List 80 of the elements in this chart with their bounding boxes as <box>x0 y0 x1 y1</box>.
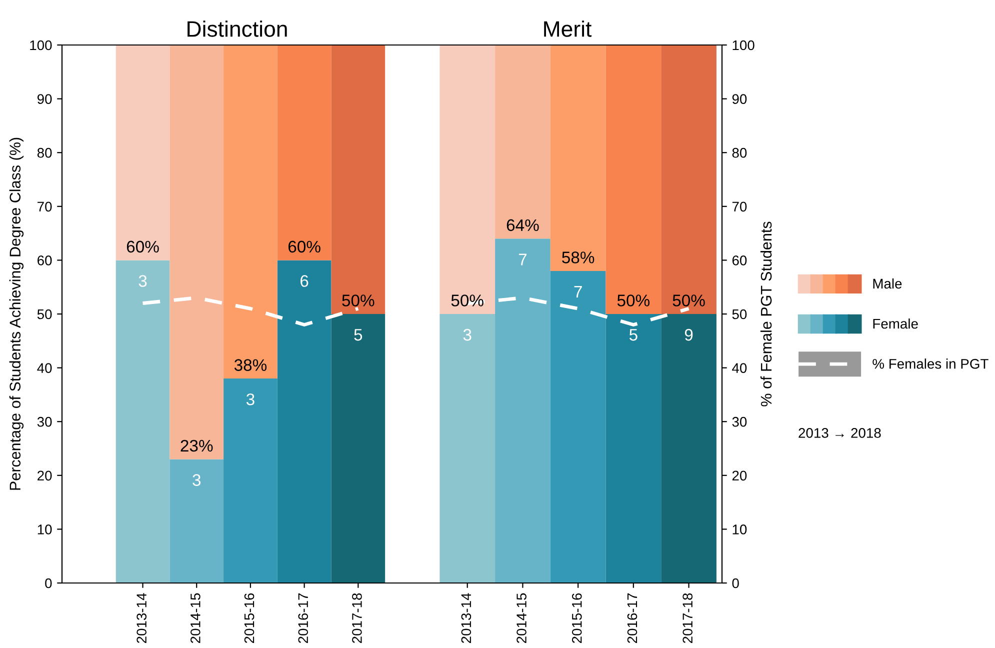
data-label: 50% <box>617 294 650 306</box>
bar <box>661 45 716 314</box>
y-tick-label: 40 <box>37 363 52 373</box>
y-tick-label: 10 <box>38 524 52 534</box>
bar <box>116 260 170 583</box>
bar <box>224 45 278 379</box>
y-tick-label: 70 <box>38 202 52 212</box>
bar <box>606 314 662 583</box>
bar <box>550 270 606 583</box>
chart-title: Distinction <box>188 20 287 37</box>
bar <box>495 45 550 239</box>
y-tick-label: 80 <box>732 148 747 158</box>
y-tick-label: 0 <box>45 578 52 588</box>
data-label: 58% <box>562 252 594 264</box>
x-tick-label: 2017-18 <box>682 593 693 643</box>
y-axis-title: Percentage of Students Achieving Degree Class (%) <box>9 138 24 490</box>
data-label: 60% <box>126 240 159 253</box>
chart-title: Merit <box>544 20 592 37</box>
y-tick-label: 40 <box>732 363 747 373</box>
y-tick-label: 20 <box>732 470 747 481</box>
text: 2013 → 2018 <box>798 428 881 438</box>
bar <box>331 45 386 314</box>
x-tick-label: 2013-14 <box>461 593 472 643</box>
y-tick-label: 90 <box>732 94 747 104</box>
y-axis-title: % of Female PGT Students <box>760 222 772 406</box>
annotation: 3 <box>138 275 147 287</box>
bar <box>277 45 332 260</box>
annotation: 6 <box>300 275 308 287</box>
y-tick-label: 70 <box>732 202 747 212</box>
y-tick-label: 50 <box>37 309 52 320</box>
x-tick-label: 2016-17 <box>298 593 308 643</box>
x-tick-label: 2014-15 <box>190 593 200 643</box>
legend-label: Male <box>873 278 902 289</box>
bar <box>440 314 496 583</box>
x-tick-label: 2016-17 <box>627 593 638 643</box>
x-tick-label: 2014-15 <box>516 593 526 643</box>
y-tick-label: 60 <box>732 256 747 266</box>
y-tick-label: 30 <box>37 416 52 427</box>
data-label: 50% <box>451 294 484 306</box>
bar <box>661 314 716 583</box>
annotation: 3 <box>192 474 201 486</box>
bar <box>550 45 606 271</box>
legend-label: % Females in PGT <box>872 358 988 369</box>
bar <box>116 45 170 260</box>
y-tick-label: 80 <box>37 148 52 158</box>
y-tick-label: 20 <box>38 470 52 481</box>
y-tick-label: 10 <box>732 524 747 534</box>
annotation: 3 <box>463 328 472 341</box>
annotation: 7 <box>518 254 527 266</box>
bar <box>440 45 496 314</box>
y-tick-label: 100 <box>732 40 754 50</box>
data-label: 50% <box>342 294 374 306</box>
bar <box>170 45 224 460</box>
bar <box>495 238 550 583</box>
annotation: 7 <box>574 286 582 298</box>
x-tick-label: 2013-14 <box>136 593 146 643</box>
bar <box>606 45 662 314</box>
bar <box>277 260 332 583</box>
x-tick-label: 2015-16 <box>572 593 582 643</box>
x-tick-label: 2017-18 <box>352 593 362 643</box>
bar <box>170 459 224 583</box>
annotation: 3 <box>246 393 254 406</box>
data-label: 50% <box>672 294 705 306</box>
x-tick-label: 2015-16 <box>244 593 254 643</box>
bar <box>331 314 386 583</box>
y-tick-label: 60 <box>38 256 52 266</box>
annotation: 5 <box>629 329 638 341</box>
y-tick-label: 30 <box>732 416 747 427</box>
annotation: 5 <box>354 329 362 341</box>
data-label: 38% <box>234 359 267 371</box>
y-tick-label: 100 <box>30 40 52 50</box>
y-tick-label: 0 <box>732 578 739 588</box>
y-tick-label: 50 <box>732 309 747 320</box>
data-label: 60% <box>288 240 320 253</box>
y-tick-label: 90 <box>37 94 52 104</box>
legend-label: Female <box>873 318 918 329</box>
bar <box>224 378 278 583</box>
data-label: 64% <box>506 219 539 232</box>
annotation: 9 <box>684 328 693 341</box>
data-label: 23% <box>180 440 213 452</box>
